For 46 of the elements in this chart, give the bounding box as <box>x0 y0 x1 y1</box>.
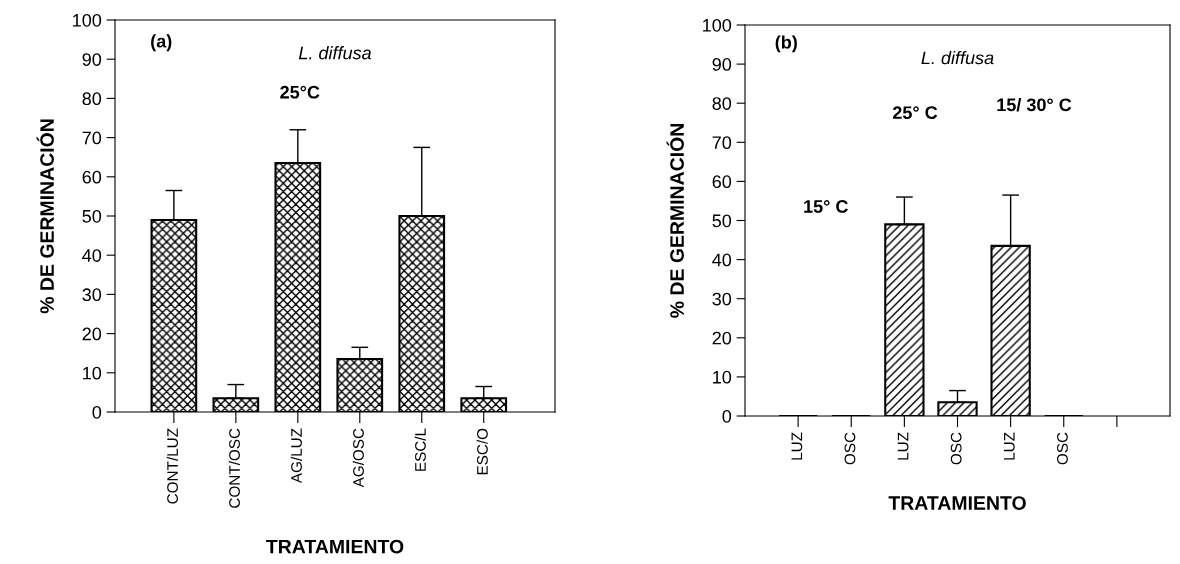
y-axis-title: % DE GERMINACIÓN <box>666 124 684 318</box>
y-tick-label: 0 <box>92 405 102 419</box>
y-tick-label: 80 <box>712 97 732 110</box>
y-tick-label: 70 <box>82 131 102 145</box>
y-tick-label: 10 <box>83 366 102 380</box>
x-tick-label: OSC <box>1057 432 1068 465</box>
x-tick-label: CONT/OSC <box>228 428 240 508</box>
y-tick-label: 20 <box>712 331 732 345</box>
annotation: 15° C <box>804 200 848 213</box>
annotation: (b) <box>775 35 797 53</box>
y-tick-label: 90 <box>712 58 732 71</box>
y-tick-label: 80 <box>82 92 102 106</box>
x-tick-label: AG/OSC <box>352 428 364 488</box>
y-tick-label: 50 <box>82 209 102 223</box>
y-tick-label: 20 <box>82 327 102 341</box>
y-tick-label: 70 <box>712 136 732 150</box>
x-tick-label: AG/LUZ <box>290 428 302 484</box>
y-tick-label: 40 <box>82 249 102 262</box>
annotation: L. diffusa <box>298 46 372 60</box>
y-tick-label: 60 <box>712 175 732 189</box>
y-axis-title: % DE GERMINACIÓN <box>36 119 54 314</box>
annotation: 15/ 30° C <box>997 97 1072 112</box>
y-tick-label: 0 <box>722 409 732 423</box>
y-tick-label: 30 <box>712 292 732 306</box>
y-tick-label: 90 <box>82 53 102 66</box>
y-tick-label: 50 <box>712 214 732 228</box>
annotation: 25°C <box>280 85 320 99</box>
y-tick-label: 100 <box>73 13 102 27</box>
x-tick-label: OSC <box>950 432 962 465</box>
x-axis-title: TRATAMIENTO <box>888 496 1026 510</box>
x-tick-label: CONT/LUZ <box>166 428 178 504</box>
x-tick-label: OSC <box>844 432 856 465</box>
x-tick-label: LUZ <box>897 432 909 460</box>
x-tick-label: LUZ <box>791 432 803 460</box>
annotation: (a) <box>151 34 172 52</box>
y-tick-label: 100 <box>703 18 732 32</box>
x-tick-label: ESC/L <box>414 428 426 471</box>
y-tick-label: 30 <box>82 288 102 302</box>
y-tick-label: 40 <box>712 253 732 267</box>
y-tick-label: 60 <box>82 170 102 184</box>
annotation: 25° C <box>892 106 938 120</box>
x-tick-label: ESC/O <box>476 428 488 475</box>
y-tick-label: 10 <box>713 370 732 384</box>
x-tick-label: LUZ <box>1004 432 1015 460</box>
x-axis-title: TRATAMIENTO <box>266 539 404 554</box>
annotation: L. diffusa <box>921 51 994 65</box>
